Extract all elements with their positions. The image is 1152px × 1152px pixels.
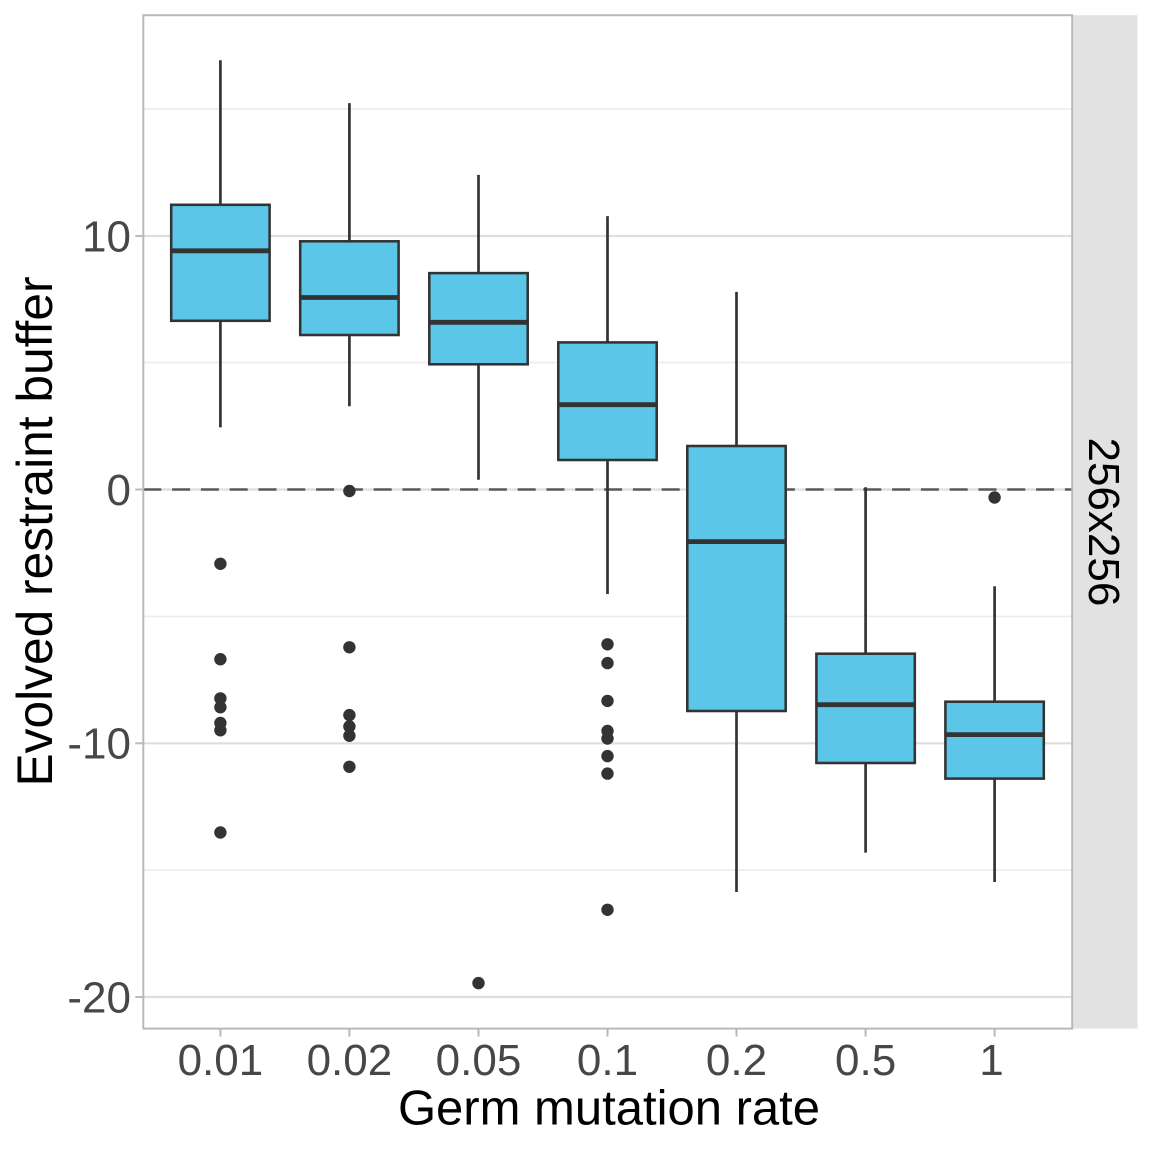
svg-text:256x256: 256x256	[1079, 437, 1128, 606]
svg-text:1: 1	[979, 1036, 1003, 1085]
svg-text:-10: -10	[67, 720, 131, 769]
svg-text:0.01: 0.01	[178, 1036, 264, 1085]
svg-text:0.1: 0.1	[577, 1036, 638, 1085]
svg-text:Germ mutation rate: Germ mutation rate	[398, 1082, 820, 1136]
svg-text:10: 10	[82, 212, 131, 261]
svg-text:0: 0	[107, 466, 131, 515]
svg-text:-20: -20	[67, 973, 131, 1022]
svg-text:0.5: 0.5	[835, 1036, 896, 1085]
svg-text:0.2: 0.2	[706, 1036, 767, 1085]
svg-text:Evolved restraint buffer: Evolved restraint buffer	[7, 276, 63, 786]
svg-text:0.02: 0.02	[307, 1036, 393, 1085]
svg-text:0.05: 0.05	[436, 1036, 522, 1085]
